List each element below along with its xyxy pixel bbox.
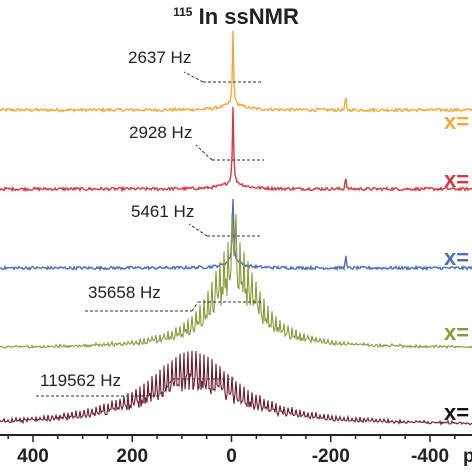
linewidth-leader-5	[161, 378, 173, 397]
linewidth-label-5: 119562 Hz	[40, 371, 121, 390]
spectrum-line-2	[0, 106, 472, 193]
x-axis-unit-label: p	[463, 446, 472, 467]
spectrum-series-3: 5461 Hz x=	[0, 198, 472, 272]
x-axis: 400 200 0 -200 -400 p	[0, 434, 472, 467]
linewidth-leader-1	[183, 71, 204, 83]
spectrum-series-5: 119562 Hz x=	[0, 350, 472, 426]
series-label-2: x=	[444, 167, 469, 192]
linewidth-leader-2	[195, 144, 213, 161]
spectrum-line-3	[0, 198, 472, 272]
series-label-1: x=	[444, 109, 469, 134]
x-tick-label: 200	[116, 446, 148, 467]
series-label-5: x=	[444, 400, 469, 425]
spectrum-series-1: 2637 Hz x=	[0, 30, 472, 134]
spectra-layer: 2637 Hzx=2928 Hzx=5461 Hzx=35658 Hzx=119…	[0, 30, 472, 426]
title-isotope-superscript: 115	[173, 5, 193, 19]
linewidth-leader-3	[188, 223, 208, 237]
linewidth-label-3: 5461 Hz	[131, 202, 194, 221]
spectrum-line-1	[0, 30, 472, 114]
linewidth-label-4: 35658 Hz	[88, 283, 161, 302]
series-label-4: x=	[444, 320, 469, 345]
series-label-3: x=	[444, 245, 469, 270]
title-main-text: In ssNMR	[199, 4, 299, 29]
x-tick-label: 400	[17, 446, 49, 467]
spectrum-series-2: 2928 Hz x=	[0, 106, 472, 193]
spectrum-line-5	[0, 350, 472, 426]
chart-title: 115 In ssNMR	[173, 0, 299, 29]
linewidth-label-1: 2637 Hz	[128, 48, 191, 67]
x-tick-label: -400	[411, 446, 449, 467]
spectrum-line-4	[0, 213, 472, 350]
x-tick-label: 0	[226, 446, 237, 467]
linewidth-label-2: 2928 Hz	[129, 123, 192, 142]
x-tick-label: -200	[312, 446, 350, 467]
linewidth-leader-4	[191, 301, 199, 312]
spectrum-series-4: 35658 Hz x=	[0, 213, 472, 350]
